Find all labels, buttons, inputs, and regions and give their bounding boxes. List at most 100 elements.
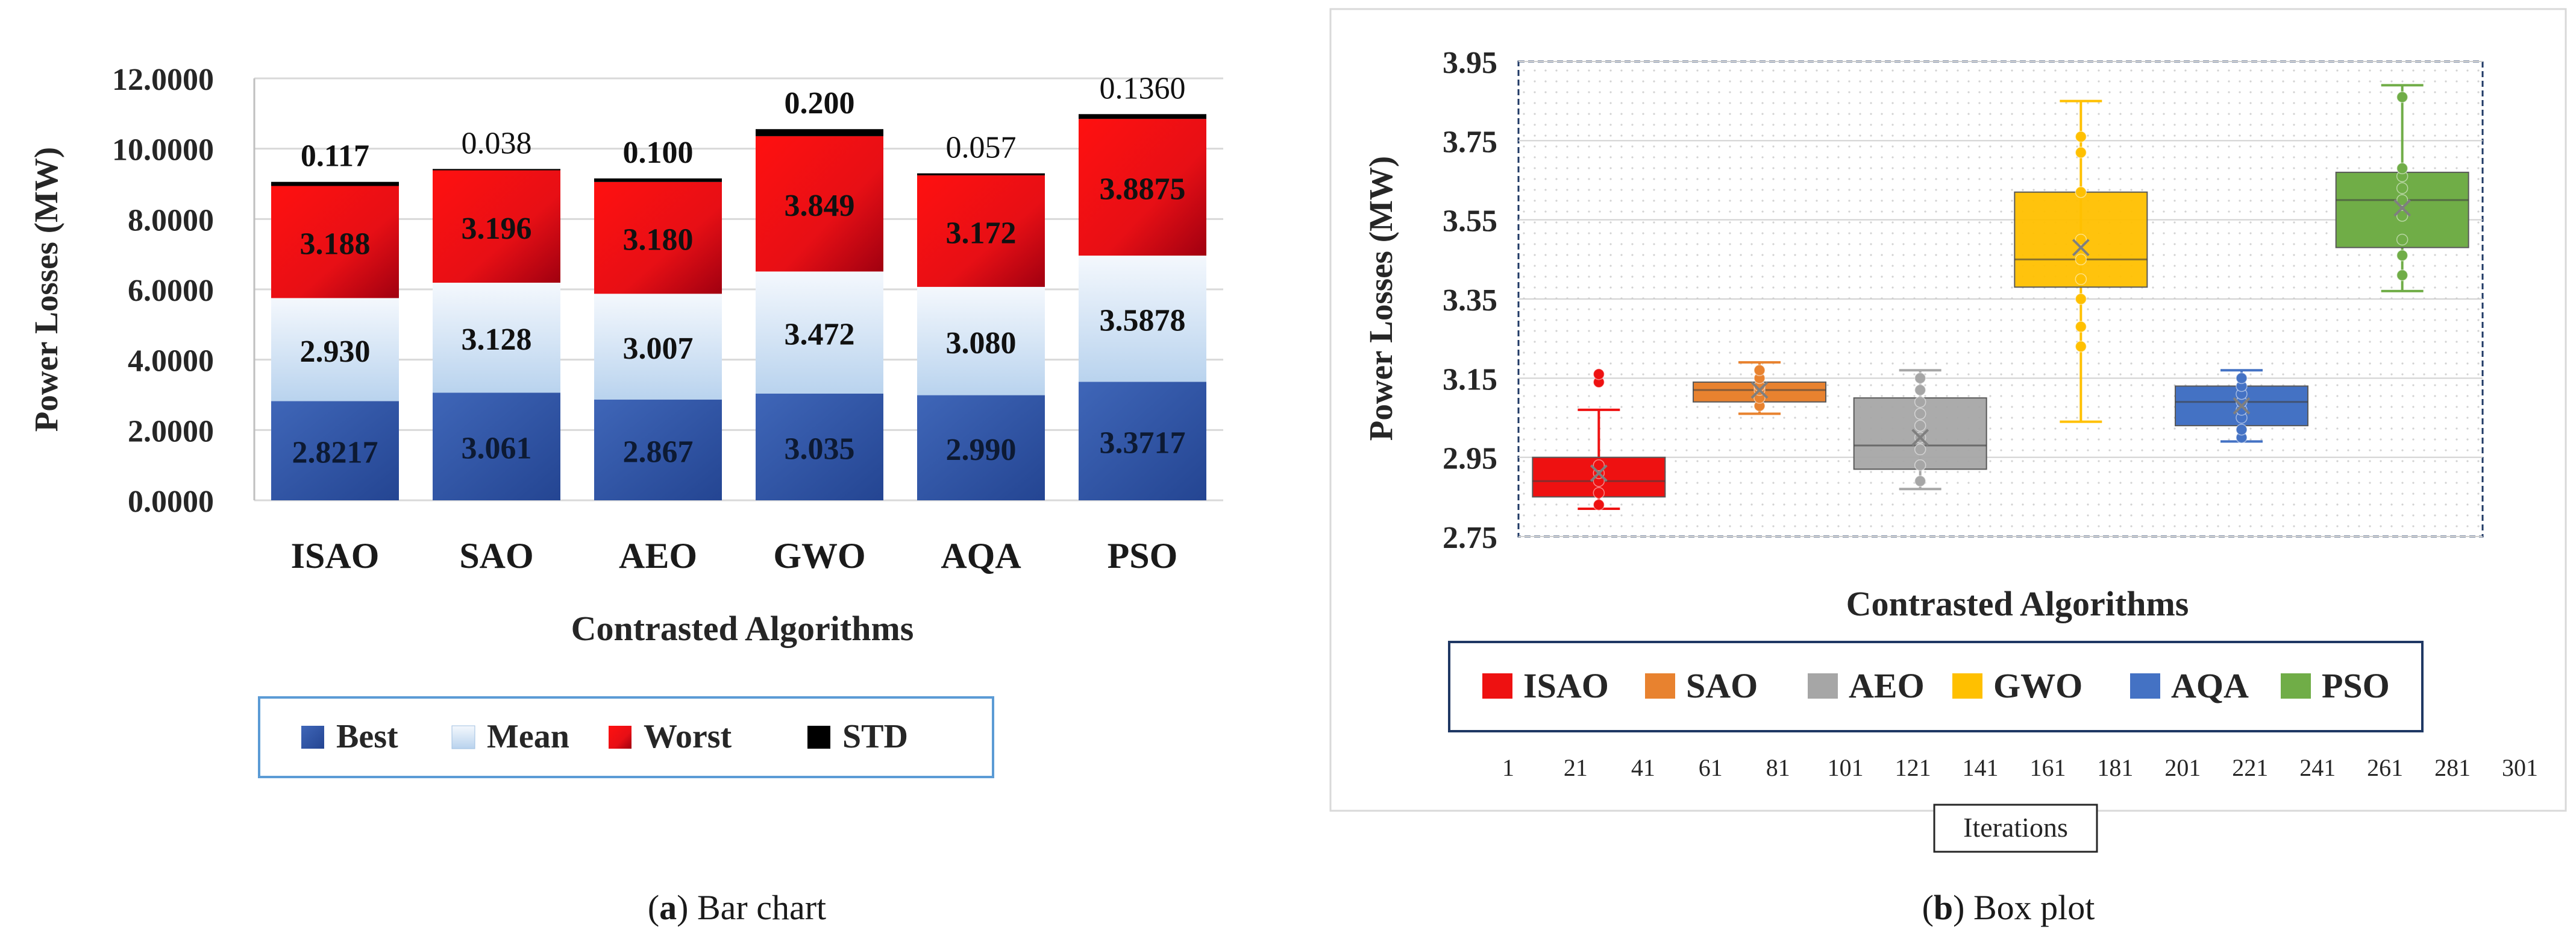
y-tick-label: 12.0000 [112,63,214,97]
bar-best [594,399,722,500]
x-tick-label: AEO [619,536,697,576]
bar-worst [433,170,560,283]
secondary-x-tick-label: 281 [2434,754,2471,781]
secondary-x-tick-label: 161 [2029,754,2066,781]
bar-std [917,173,1045,175]
legend-swatch-std [807,726,830,749]
data-point [2396,182,2408,194]
bar-std [594,178,722,182]
data-label-mean: 3.5878 [1100,304,1186,338]
secondary-x-tick-label: 21 [1564,754,1588,781]
data-point [1593,487,1605,499]
y-tick-label: 2.75 [1443,521,1497,555]
data-point [2075,186,2087,198]
secondary-x-tick-label: 141 [1963,754,1999,781]
legend-label-best: Best [336,718,398,755]
data-label-std: 0.100 [623,136,694,170]
legend-swatch-gwo [1952,673,1982,699]
legend-swatch-best [301,726,324,749]
legend-label-sao: SAO [1686,666,1758,705]
box-aqa [2175,369,2308,444]
data-label-best: 2.867 [623,435,694,469]
secondary-axis-title: Iterations [1963,812,2068,843]
data-point [1914,475,1926,487]
bar-worst [271,186,399,298]
data-point [2075,273,2087,285]
legend-label-isao: ISAO [1523,666,1609,705]
secondary-x-tick-label: 61 [1699,754,1723,781]
legend-label-mean: Mean [487,718,569,755]
data-label-std: 0.057 [946,131,1017,165]
data-label-std: 0.117 [301,139,369,174]
data-point [1914,372,1926,385]
y-tick-label: 3.95 [1443,46,1497,80]
bar-best [756,393,883,500]
y-tick-label: 6.0000 [128,274,214,308]
secondary-x-tick-label: 41 [1631,754,1655,781]
bar-std [271,181,399,186]
secondary-x-tick-label: 121 [1895,754,1931,781]
data-point [2075,233,2087,246]
mean-marker [1590,464,1608,482]
y-tick-label: 3.15 [1443,362,1497,397]
caption-a: (a) Bar chart [648,888,826,927]
caption-letter: a [659,888,677,927]
data-label-worst: 3.180 [623,223,694,257]
data-point [1914,459,1926,471]
data-label-mean: 3.128 [462,322,532,357]
bar-mean [1079,256,1206,382]
y-tick-label: 3.55 [1443,204,1497,239]
bar-std [433,169,560,171]
data-point [1593,368,1605,380]
data-point [2075,253,2087,266]
bar-best [433,392,560,500]
secondary-x-tick-label: 101 [1828,754,1864,781]
data-point [1914,443,1926,456]
legend-swatch-isao [1482,673,1512,699]
bar-best [1079,382,1206,500]
secondary-x-tick-label: 261 [2367,754,2403,781]
data-point [1914,395,1926,408]
data-point [2396,91,2408,103]
caption-text: Box plot [1965,888,2095,927]
bar-mean [756,271,883,394]
data-point [2075,131,2087,143]
mean-marker [2233,397,2251,415]
data-label-worst: 3.172 [946,216,1017,250]
secondary-x-tick-label: 301 [2502,754,2538,781]
legend-label-std: STD [842,718,908,755]
legend: ISAO SAO AEO GWO AQA PSO [1448,641,2424,732]
data-label-best: 3.035 [785,432,855,466]
data-point [2396,210,2408,222]
x-axis-label: Contrasted Algorithms [1846,584,2189,623]
y-tick-label: 0.0000 [128,485,214,519]
data-point [2396,194,2408,206]
secondary-axis-title-box [1933,804,2098,853]
y-axis-label: Power Losses (MW) [28,147,64,432]
legend-swatch-pso [2281,673,2311,699]
y-tick-label: 8.0000 [128,203,214,238]
box-gwo [2014,99,2148,423]
data-point [2075,293,2087,305]
mean-marker [1750,381,1769,399]
y-tick-label: 3.35 [1443,283,1497,318]
data-label-best: 3.3717 [1100,426,1186,461]
data-point [1753,364,1766,376]
bar-worst [756,136,883,272]
y-tick-label: 4.0000 [128,344,214,379]
legend-label-pso: PSO [2322,666,2390,705]
y-tick-label: 10.0000 [112,133,214,168]
bar-mean [917,286,1045,395]
mean-marker [1911,429,1929,447]
data-label-best: 3.061 [462,432,532,466]
legend-label-worst: Worst [644,718,732,755]
secondary-x-tick-label: 81 [1766,754,1790,781]
data-label-mean: 3.007 [623,332,694,366]
data-label-mean: 2.930 [300,335,371,369]
bar-worst [917,175,1045,287]
data-point [2396,162,2408,175]
data-label-std: 0.038 [462,126,532,160]
x-tick-label: PSO [1108,536,1178,576]
data-point [2236,423,2248,436]
